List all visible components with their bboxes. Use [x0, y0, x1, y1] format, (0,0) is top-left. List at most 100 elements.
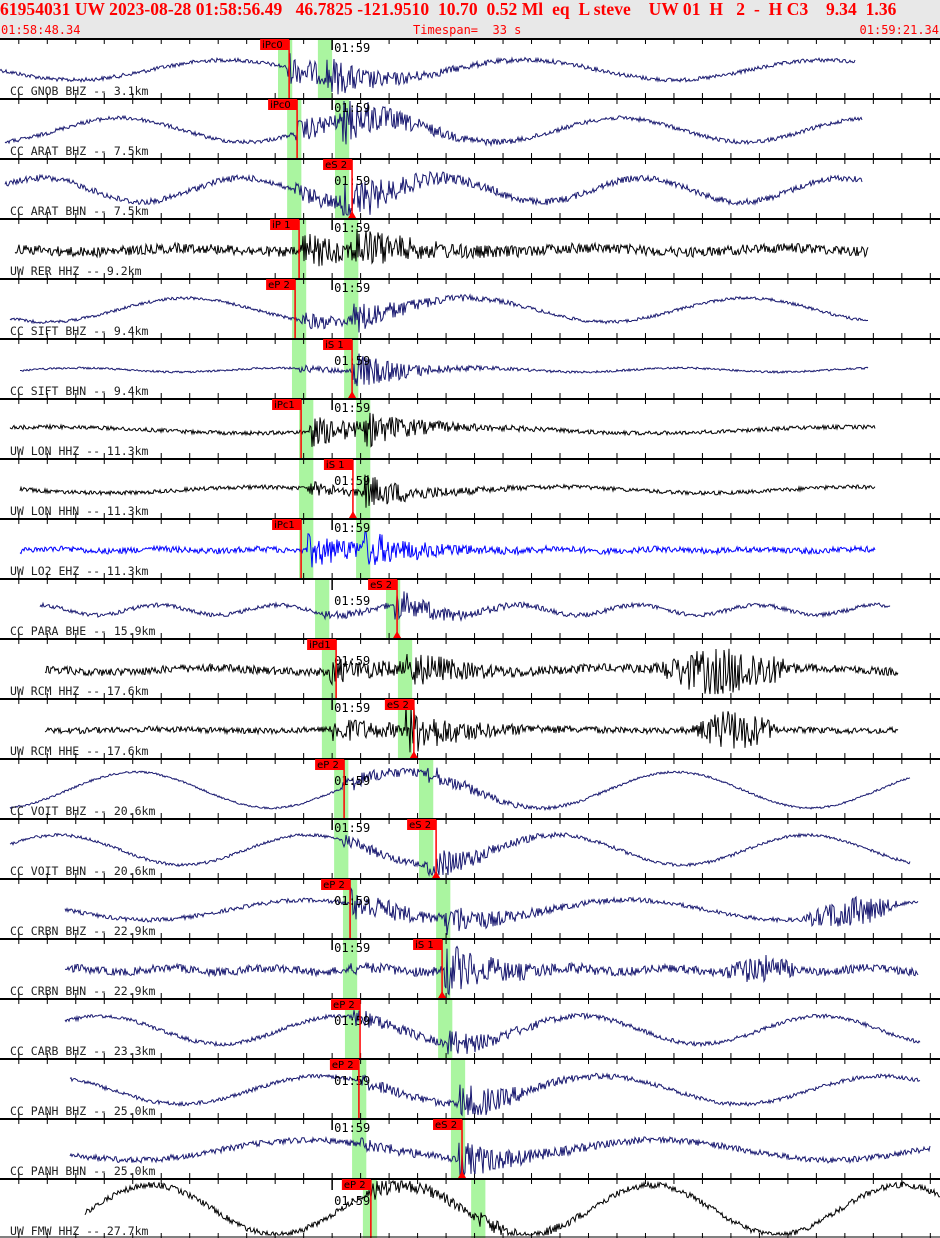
- station-label: CC SIFT BHN -- 9.4km: [10, 384, 149, 398]
- minute-tick-label: 01:59: [334, 101, 370, 115]
- minute-tick-label: 01:59: [334, 701, 370, 715]
- trace-panel: 01:59 iPc1 UW LON HHZ -- 11.3km: [0, 398, 940, 458]
- s-window-band: [356, 458, 371, 518]
- trace-waveform: [39, 591, 891, 623]
- trace-waveform: [9, 293, 869, 333]
- minute-tick-label: 01:59: [334, 654, 370, 668]
- p-window-band: [321, 638, 337, 698]
- pick-flag[interactable]: [329, 1059, 359, 1070]
- pick-flag[interactable]: [331, 999, 361, 1010]
- trace-waveform: [14, 229, 869, 267]
- pick-label: iPc0: [270, 100, 291, 111]
- pick-flag[interactable]: [272, 399, 302, 410]
- pick-label: eS 2: [387, 700, 409, 711]
- pick-label: eS 2: [409, 820, 431, 831]
- s-window-band: [317, 38, 333, 98]
- pick-flag[interactable]: [260, 39, 290, 50]
- trace-panel: 01:59 eS 2 UW RCM HHE -- 17.6km: [0, 698, 940, 758]
- pick-label: eP 2: [333, 1000, 355, 1011]
- minute-tick-label: 01:59: [334, 1014, 370, 1028]
- s-window-band: [450, 1058, 466, 1118]
- pick-flag[interactable]: [321, 879, 351, 890]
- pick-marker-triangle: [348, 211, 357, 218]
- pick-flag[interactable]: [433, 1119, 463, 1130]
- trace-panel: 01:59 eP 2 CC PANH BHZ -- 25.0km: [0, 1058, 940, 1118]
- trace-panel: 01:59 eP 2 CC SIFT BHZ -- 9.4km: [0, 278, 940, 338]
- trace-waveform: [64, 945, 919, 996]
- window-start-time: 01:58:48.34: [1, 23, 81, 37]
- station-label: CC ARAT BHZ -- 7.5km: [10, 144, 149, 158]
- trace-waveform: [0, 53, 856, 95]
- pick-flag[interactable]: [323, 459, 353, 470]
- trace-panel: 01:59 iPc1 UW LO2 EHZ -- 11.3km: [0, 518, 940, 578]
- pick-marker-triangle: [393, 631, 402, 638]
- s-window-band: [356, 518, 371, 578]
- pick-flag[interactable]: [407, 819, 437, 830]
- pick-flag[interactable]: [272, 519, 302, 530]
- station-label: UW LON HHZ -- 11.3km: [10, 444, 149, 458]
- station-label: UW LO2 EHZ -- 11.3km: [10, 564, 149, 578]
- pick-label: iP 1: [272, 220, 290, 231]
- s-window-band: [419, 758, 434, 818]
- minute-tick-label: 01:59: [334, 894, 370, 908]
- station-label: CC PANH BHN -- 25.0km: [10, 1164, 155, 1178]
- pick-marker-triangle: [432, 871, 441, 878]
- station-label: CC CRBN BHN -- 22.9km: [10, 984, 155, 998]
- station-label: CC SIFT BHZ -- 9.4km: [10, 324, 149, 338]
- trace-waveform: [44, 648, 899, 695]
- trace-waveform: [84, 1179, 940, 1237]
- window-end-time: 01:59:21.34: [859, 23, 939, 37]
- trace-waveform: [9, 767, 911, 811]
- pick-label: eS 2: [435, 1120, 457, 1131]
- trace-waveform: [69, 1072, 921, 1117]
- pick-label: eP 2: [317, 760, 339, 771]
- trace-waveform: [64, 886, 919, 936]
- pick-flag[interactable]: [266, 279, 296, 290]
- event-summary-title: 61954031 UW 2023-08-28 01:58:56.49 46.78…: [0, 0, 897, 19]
- trace-panel: 01:59 iPc0 CC ARAT BHZ -- 7.5km: [0, 98, 940, 158]
- pick-marker-triangle: [409, 751, 418, 758]
- trace-panel: 01:59 eP 2 UW FMW HHZ -- 27.7km: [0, 1178, 940, 1238]
- minute-tick-label: 01:59: [334, 941, 370, 955]
- trace-waveform: [9, 831, 911, 877]
- pick-flag[interactable]: [323, 159, 353, 170]
- pick-flag[interactable]: [368, 579, 398, 590]
- station-label: UW FMW HHZ -- 27.7km: [10, 1224, 149, 1238]
- trace-panel: 01:59 iPc0 CC GNOB BHZ -- 3.1km: [0, 38, 940, 98]
- pick-label: iS 1: [415, 940, 434, 951]
- trace-waveform: [19, 530, 876, 568]
- pick-label: iS 1: [326, 460, 345, 471]
- minute-tick-label: 01:59: [334, 1194, 370, 1208]
- pick-flag[interactable]: [413, 939, 443, 950]
- minute-tick-label: 01:59: [334, 281, 370, 295]
- minute-tick-label: 01:59: [334, 594, 370, 608]
- pick-flag[interactable]: [270, 219, 300, 230]
- pick-flag[interactable]: [341, 1179, 371, 1190]
- s-window-band: [436, 878, 451, 938]
- trace-panel: 01:59 eP 2 CC VOIT BHZ -- 20.6km: [0, 758, 940, 818]
- minute-tick-label: 01:59: [334, 821, 370, 835]
- pick-label: eP 2: [332, 1060, 354, 1071]
- pick-flag[interactable]: [323, 339, 353, 350]
- pick-flag[interactable]: [384, 699, 414, 710]
- pick-label: eP 2: [268, 280, 290, 291]
- pick-flag[interactable]: [268, 99, 298, 110]
- trace-waveform: [4, 100, 863, 147]
- p-window-band: [321, 698, 337, 758]
- trace-waveform: [64, 1010, 921, 1055]
- trace-panel: 01:59 eP 2 CC CRBN BHZ -- 22.9km: [0, 878, 940, 938]
- pick-flag[interactable]: [315, 759, 345, 770]
- station-label: UW RCM HHZ -- 17.6km: [10, 684, 149, 698]
- trace-panel: 01:59 eP 2 CC CARB BHZ -- 23.3km: [0, 998, 940, 1058]
- p-window-band: [315, 578, 330, 638]
- station-label: UW RER HHZ -- 9.2km: [10, 264, 142, 278]
- trace-panel: 01:59 iS 1 CC CRBN BHN -- 22.9km: [0, 938, 940, 998]
- seismogram-record-section: 01:59 iPc0 CC GNOB BHZ -- 3.1km 01:59 iPc0 CC…: [0, 38, 940, 1238]
- s-window-band: [419, 818, 434, 878]
- pick-flag[interactable]: [307, 639, 337, 650]
- pick-label: eP 2: [344, 1180, 366, 1191]
- p-window-band: [334, 818, 349, 878]
